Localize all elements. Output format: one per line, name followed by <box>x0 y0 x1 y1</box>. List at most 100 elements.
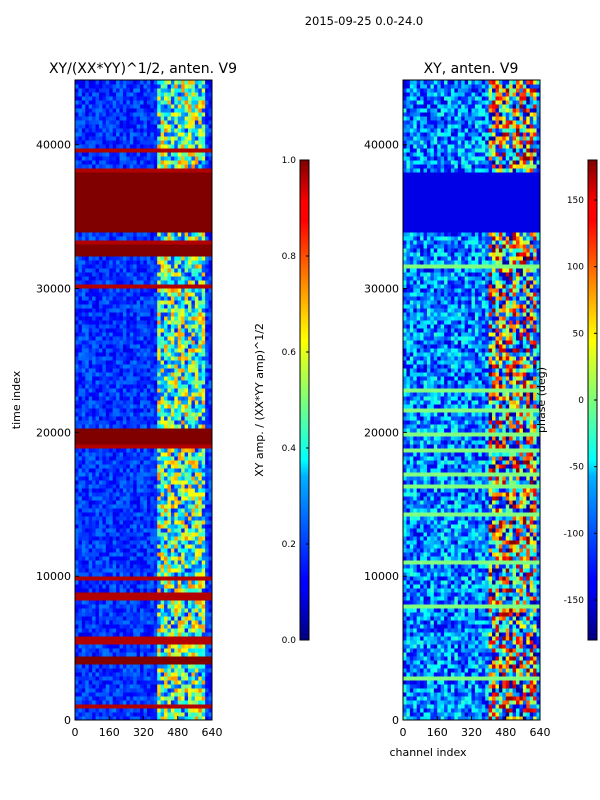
heatmap-cell <box>105 412 110 417</box>
heatmap-cell <box>136 516 141 521</box>
heatmap-cell <box>198 396 203 401</box>
heatmap-cell <box>129 388 134 393</box>
heatmap-cell <box>78 628 83 633</box>
heatmap-cell <box>170 400 175 405</box>
heatmap-cell <box>198 540 203 545</box>
heatmap-cell <box>133 716 138 720</box>
heatmap-cell <box>150 440 155 445</box>
heatmap-cell <box>191 356 196 361</box>
heatmap-cell <box>191 640 196 645</box>
heatmap-cell <box>164 308 168 313</box>
heatmap-cell <box>133 376 138 381</box>
heatmap-cell <box>140 508 144 513</box>
heatmap-cell <box>116 480 121 485</box>
heatmap-cell <box>109 272 114 277</box>
heatmap-cell <box>198 348 203 353</box>
heatmap-cell <box>208 448 212 453</box>
heatmap-cell <box>188 528 192 533</box>
heatmap-cell <box>92 452 97 457</box>
heatmap-cell <box>95 428 100 433</box>
heatmap-cell <box>170 308 175 313</box>
heatmap-cell <box>143 632 148 637</box>
heatmap-cell <box>167 364 172 369</box>
heatmap-cell <box>194 716 199 720</box>
heatmap-cell <box>88 664 93 669</box>
heatmap-cell <box>126 644 131 649</box>
heatmap-cell <box>150 368 155 373</box>
heatmap-cell <box>160 248 165 253</box>
heatmap-cell <box>81 520 86 525</box>
heatmap-cell <box>198 392 203 397</box>
heatmap-cell <box>181 624 186 629</box>
heatmap-cell <box>174 280 179 285</box>
heatmap-cell <box>92 364 97 369</box>
heatmap-cell <box>205 300 210 305</box>
heatmap-cell <box>205 500 210 505</box>
heatmap-cell <box>98 452 103 457</box>
heatmap-cell <box>122 568 127 573</box>
heatmap-cell <box>181 444 186 449</box>
heatmap-cell <box>208 456 212 461</box>
heatmap-cell <box>174 352 179 357</box>
heatmap-cell <box>201 240 206 245</box>
heatmap-cell <box>119 460 124 465</box>
heatmap-cell <box>92 656 97 661</box>
heatmap-cell <box>153 524 158 529</box>
heatmap-cell <box>102 456 107 461</box>
heatmap-cell <box>143 704 148 709</box>
heatmap-cell <box>129 252 134 257</box>
heatmap-cell <box>75 580 79 585</box>
heatmap-cell <box>136 648 141 653</box>
heatmap-cell <box>116 624 121 629</box>
heatmap-cell <box>75 248 79 253</box>
heatmap-cell <box>95 268 100 273</box>
heatmap-cell <box>136 652 141 657</box>
heatmap-cell <box>201 712 206 717</box>
heatmap-cell <box>105 428 110 433</box>
heatmap-cell <box>177 592 182 597</box>
heatmap-cell <box>133 488 138 493</box>
heatmap-cell <box>157 228 162 233</box>
heatmap-cell <box>126 440 131 445</box>
heatmap-cell <box>198 408 203 413</box>
heatmap-cell <box>164 468 168 473</box>
heatmap-cell <box>126 280 131 285</box>
heatmap-cell <box>184 304 189 309</box>
heatmap-cell <box>129 392 134 397</box>
heatmap-cell <box>143 708 148 713</box>
heatmap-cell <box>92 476 97 481</box>
heatmap-cell <box>201 328 206 333</box>
heatmap-cell <box>129 224 134 229</box>
heatmap-cell <box>205 548 210 553</box>
heatmap-cell <box>150 372 155 377</box>
heatmap-cell <box>157 496 162 501</box>
heatmap-cell <box>85 680 90 685</box>
heatmap-cell <box>136 220 141 225</box>
heatmap-cell <box>177 296 182 301</box>
heatmap-cell <box>184 608 189 613</box>
heatmap-cell <box>205 452 210 457</box>
heatmap-cell <box>136 496 141 501</box>
heatmap-cell <box>116 620 121 625</box>
heatmap-cell <box>188 252 192 257</box>
heatmap-cell <box>136 456 141 461</box>
heatmap-cell <box>191 320 196 325</box>
heatmap-cell <box>140 236 144 241</box>
heatmap-cell <box>92 480 97 485</box>
heatmap-cell <box>92 432 97 437</box>
heatmap-cell <box>188 260 192 265</box>
heatmap-cell <box>126 284 131 289</box>
heatmap-cell <box>109 560 114 565</box>
heatmap-cell <box>181 312 186 317</box>
heatmap-cell <box>191 260 196 265</box>
heatmap-cell <box>122 332 127 337</box>
heatmap-cell <box>194 544 199 549</box>
heatmap-cell <box>112 408 117 413</box>
heatmap-cell <box>205 656 210 661</box>
heatmap-cell <box>164 636 168 641</box>
heatmap-cell <box>140 432 144 437</box>
heatmap-cell <box>88 492 93 497</box>
heatmap-cell <box>88 688 93 693</box>
heatmap-cell <box>205 260 210 265</box>
heatmap-cell <box>112 668 117 673</box>
